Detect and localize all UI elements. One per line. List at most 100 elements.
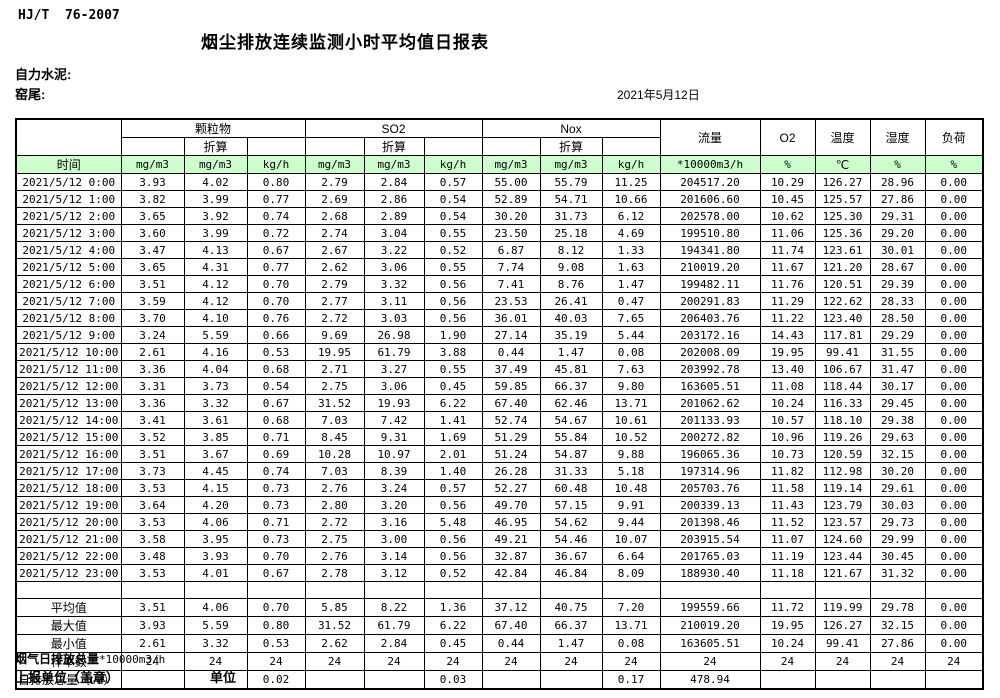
value-cell: 0.74 <box>246 462 306 480</box>
value-cell: 25.18 <box>539 224 603 242</box>
value-cell: 4.12 <box>183 275 248 293</box>
flow-header: 流量 <box>659 118 761 156</box>
value-cell: 0.00 <box>924 564 984 582</box>
unit-cell: kg/h <box>601 155 661 174</box>
value-cell: 0.00 <box>924 292 984 310</box>
value-cell: 13.40 <box>759 360 816 378</box>
value-cell: 57.15 <box>539 496 603 514</box>
hour-data-row: 2021/5/12 20:00 3.53 4.06 0.71 2.72 3.16 5.48 4… <box>15 513 984 531</box>
value-cell: 19.93 <box>363 394 425 412</box>
summary-row: 最大值 3.93 5.59 0.80 31.52 61.79 6.22 67.40 66.37 1… <box>15 616 984 635</box>
value-cell: 4.10 <box>183 309 248 327</box>
empty-cell <box>363 581 425 599</box>
value-cell: 0.77 <box>246 258 306 276</box>
so2-group-header: SO2 <box>304 118 483 138</box>
summary-value-cell: 0.44 <box>481 634 541 653</box>
value-cell: 0.00 <box>924 530 984 548</box>
value-cell: 163605.51 <box>659 377 761 395</box>
time-cell: 2021/5/12 16:00 <box>15 445 122 463</box>
value-cell: 2.75 <box>304 530 365 548</box>
so2-rate-spacer <box>423 137 483 156</box>
value-cell: 2.72 <box>304 513 365 531</box>
value-cell: 0.72 <box>246 224 306 242</box>
value-cell: 49.21 <box>481 530 541 548</box>
value-cell: 0.08 <box>601 343 661 361</box>
value-cell: 0.73 <box>246 479 306 497</box>
summary-value-cell: 24 <box>659 652 761 671</box>
value-cell: 6.12 <box>601 207 661 225</box>
value-cell: 0.53 <box>246 343 306 361</box>
time-cell: 2021/5/12 13:00 <box>15 394 122 412</box>
value-cell: 10.24 <box>759 394 816 412</box>
value-cell: 3.00 <box>363 530 425 548</box>
value-cell: 32.15 <box>869 445 926 463</box>
value-cell: 11.52 <box>759 513 816 531</box>
value-cell: 51.24 <box>481 445 541 463</box>
summary-value-cell: 19.95 <box>759 616 816 635</box>
summary-value-cell: 2.84 <box>363 634 425 653</box>
value-cell: 5.59 <box>183 326 248 344</box>
value-cell: 205703.76 <box>659 479 761 497</box>
summary-value-cell: 24 <box>869 652 926 671</box>
value-cell: 3.22 <box>363 241 425 259</box>
value-cell: 26.98 <box>363 326 425 344</box>
o2-header: O2 <box>759 118 816 156</box>
hour-data-row: 2021/5/12 5:00 3.65 4.31 0.77 2.62 3.06 0.55 7.… <box>15 258 984 276</box>
value-cell: 7.41 <box>481 275 541 293</box>
value-cell: 10.07 <box>601 530 661 548</box>
value-cell: 19.95 <box>304 343 365 361</box>
value-cell: 123.79 <box>814 496 871 514</box>
value-cell: 0.77 <box>246 190 306 208</box>
empty-cell <box>539 581 603 599</box>
value-cell: 0.80 <box>246 173 306 191</box>
summary-value-cell: 0.17 <box>601 670 661 690</box>
hour-data-row: 2021/5/12 22:00 3.48 3.93 0.70 2.76 3.14 0.56 3… <box>15 547 984 565</box>
value-cell: 31.47 <box>869 360 926 378</box>
value-cell: 201606.60 <box>659 190 761 208</box>
daily-flue-total-label: 烟气日排放总量 <box>15 652 100 666</box>
value-cell: 54.87 <box>539 445 603 463</box>
value-cell: 0.56 <box>423 275 483 293</box>
value-cell: 36.01 <box>481 309 541 327</box>
value-cell: 123.57 <box>814 513 871 531</box>
value-cell: 0.67 <box>246 564 306 582</box>
time-cell: 2021/5/12 20:00 <box>15 513 122 531</box>
hour-data-row: 2021/5/12 1:00 3.82 3.99 0.77 2.69 2.86 0.54 52… <box>15 190 984 208</box>
value-cell: 0.54 <box>423 207 483 225</box>
value-cell: 62.46 <box>539 394 603 412</box>
value-cell: 5.48 <box>423 513 483 531</box>
value-cell: 3.52 <box>120 428 185 446</box>
value-cell: 3.32 <box>183 394 248 412</box>
value-cell: 4.15 <box>183 479 248 497</box>
summary-value-cell: 24 <box>481 652 541 671</box>
value-cell: 3.85 <box>183 428 248 446</box>
time-header-spacer <box>15 118 122 156</box>
summary-value-cell: 5.59 <box>183 616 248 635</box>
value-cell: 3.93 <box>183 547 248 565</box>
value-cell: 206403.76 <box>659 309 761 327</box>
value-cell: 188930.40 <box>659 564 761 582</box>
value-cell: 125.36 <box>814 224 871 242</box>
value-cell: 54.67 <box>539 411 603 429</box>
value-cell: 3.58 <box>120 530 185 548</box>
value-cell: 3.61 <box>183 411 248 429</box>
summary-value-cell: 0.80 <box>246 616 306 635</box>
hour-data-row: 2021/5/12 3:00 3.60 3.99 0.72 2.74 3.04 0.55 23… <box>15 224 984 242</box>
value-cell: 3.51 <box>120 275 185 293</box>
unit-cell: mg/m3 <box>363 155 425 174</box>
value-cell: 3.65 <box>120 207 185 225</box>
time-cell: 2021/5/12 3:00 <box>15 224 122 242</box>
empty-cell <box>601 581 661 599</box>
value-cell: 0.00 <box>924 275 984 293</box>
value-cell: 2.67 <box>304 241 365 259</box>
value-cell: 6.22 <box>423 394 483 412</box>
hour-data-row: 2021/5/12 16:00 3.51 3.67 0.69 10.28 10.97 2.0… <box>15 445 984 463</box>
value-cell: 30.01 <box>869 241 926 259</box>
value-cell: 9.44 <box>601 513 661 531</box>
value-cell: 0.57 <box>423 173 483 191</box>
value-cell: 31.32 <box>869 564 926 582</box>
value-cell: 35.19 <box>539 326 603 344</box>
value-cell: 10.73 <box>759 445 816 463</box>
daily-flue-total-unit: *10000m3/h <box>99 653 166 666</box>
value-cell: 10.57 <box>759 411 816 429</box>
